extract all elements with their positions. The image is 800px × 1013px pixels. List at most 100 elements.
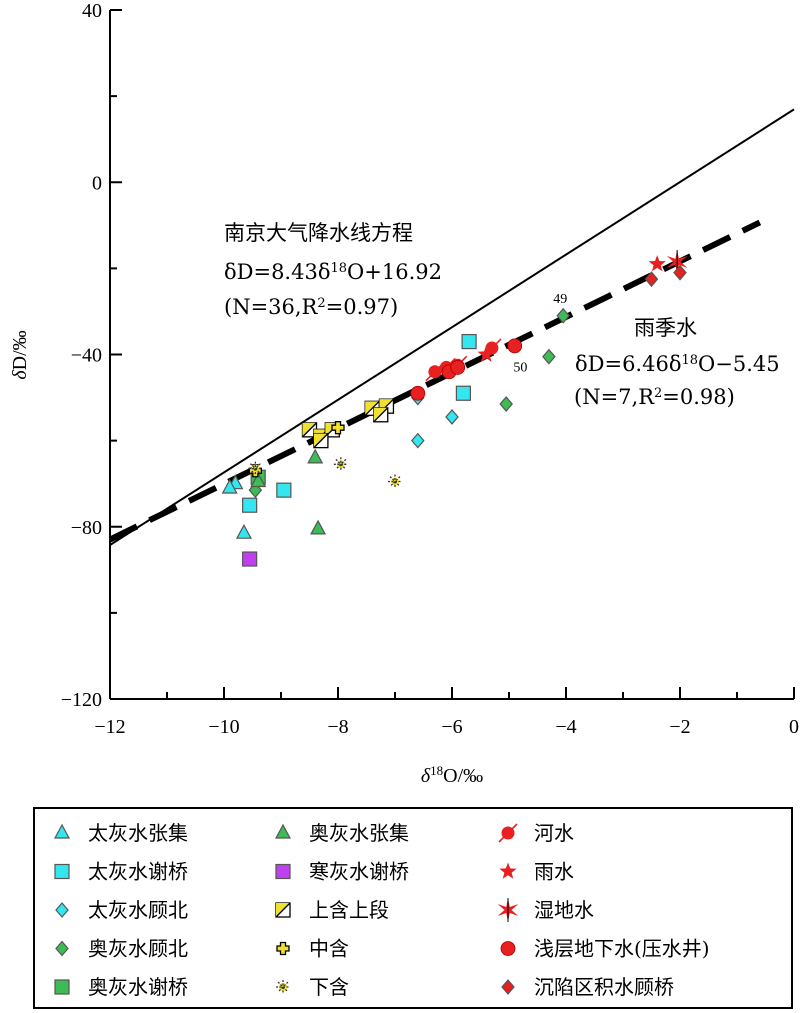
rain-stats: (N=7,R2=0.98) bbox=[574, 385, 735, 409]
y-tick-label: −80 bbox=[71, 517, 102, 539]
meteoric-water-line bbox=[109, 108, 795, 546]
data-point-triangle bbox=[307, 448, 324, 464]
legend-label: 寒灰水谢桥 bbox=[309, 860, 409, 884]
legend-marker-star bbox=[499, 862, 517, 879]
plot-area: −12 −10 −8 −6 −4 −2 0 −120 −80 −40 0 40 49 50 bbox=[61, 0, 799, 738]
legend-item: 下含 bbox=[276, 975, 349, 999]
legend-label: 浅层地下水(压水井) bbox=[534, 937, 710, 961]
y-tick-label: 0 bbox=[92, 172, 102, 194]
data-point-asterisk bbox=[388, 474, 402, 489]
gmwl-title: 南京大气降水线方程 bbox=[224, 221, 413, 245]
legend-marker-diamond bbox=[55, 940, 69, 957]
legend-item: 太灰水顾北 bbox=[55, 898, 188, 922]
data-point-diamond bbox=[556, 307, 570, 324]
legend-item: 中含 bbox=[276, 937, 349, 961]
legend-item: 太灰水谢桥 bbox=[54, 860, 188, 884]
x-tick-label: −2 bbox=[669, 716, 690, 738]
legend-marker-triangle bbox=[274, 823, 292, 839]
y-tick-label: −120 bbox=[61, 689, 102, 711]
legend-item: 寒灰水谢桥 bbox=[275, 860, 409, 884]
legend-item: 上含上段 bbox=[275, 898, 389, 922]
x-tick-label: 0 bbox=[789, 716, 799, 738]
data-point-triangle bbox=[250, 472, 267, 488]
data-point-star bbox=[477, 345, 495, 362]
legend-label: 湿地水 bbox=[534, 898, 594, 922]
x-tick-label: −12 bbox=[94, 716, 125, 738]
y-tick-label: −40 bbox=[71, 345, 102, 367]
legend-marker-square bbox=[275, 863, 291, 880]
legend-label: 中含 bbox=[309, 937, 349, 961]
gmwl-stats: (N=36,R2=0.97) bbox=[224, 295, 398, 319]
x-tick-label: −4 bbox=[555, 716, 576, 738]
rain-water-line bbox=[108, 219, 762, 543]
legend-item: 河水 bbox=[498, 821, 574, 845]
legend-marker-cross bbox=[276, 941, 290, 956]
x-tick-label: −6 bbox=[441, 716, 462, 738]
data-point-square bbox=[461, 333, 477, 350]
legend-marker-square bbox=[54, 863, 70, 880]
gmwl-equation: δD=8.43δ18O+16.92 bbox=[224, 260, 442, 284]
data-point-asterisk bbox=[333, 457, 348, 472]
data-point-triangle bbox=[221, 478, 238, 494]
legend-item: 奥灰水张集 bbox=[274, 821, 409, 845]
data-point-halfsquare bbox=[301, 422, 318, 438]
rain-title: 雨季水 bbox=[634, 316, 697, 340]
legend-item: 浅层地下水(压水井) bbox=[500, 937, 710, 961]
legend-marker-asterisk bbox=[276, 980, 290, 994]
legend-marker-triangle bbox=[53, 823, 71, 839]
legend-box bbox=[33, 807, 793, 1009]
data-point-diamond bbox=[499, 396, 513, 412]
legend-label: 奥灰水顾北 bbox=[88, 937, 188, 961]
data-point-square bbox=[455, 385, 471, 401]
data-point-asterisk bbox=[248, 461, 263, 476]
data-point-diamond bbox=[644, 271, 659, 288]
legend-label: 沉陷区积水顾桥 bbox=[534, 975, 674, 999]
point-label: 49 bbox=[553, 292, 567, 307]
legend-marker-halfsquare bbox=[275, 902, 291, 918]
legend-marker-diamond bbox=[55, 902, 69, 918]
data-point-square bbox=[242, 497, 258, 513]
legend-label: 奥灰水张集 bbox=[309, 821, 409, 845]
data-point-star bbox=[648, 255, 666, 272]
legend-label: 太灰水张集 bbox=[88, 821, 188, 845]
legend-label: 下含 bbox=[309, 975, 349, 999]
data-point-square bbox=[242, 551, 258, 567]
legend-item: 沉陷区积水顾桥 bbox=[501, 975, 674, 999]
data-point-triangle bbox=[310, 519, 327, 535]
legend-item: 雨水 bbox=[499, 860, 574, 884]
legend-item: 奥灰水顾北 bbox=[55, 937, 188, 961]
legend-label: 河水 bbox=[534, 821, 574, 845]
legend-marker-burst bbox=[497, 898, 519, 922]
legend-label: 太灰水谢桥 bbox=[88, 860, 188, 884]
legend-label: 太灰水顾北 bbox=[88, 898, 188, 922]
legend-marker-circle bbox=[500, 941, 516, 956]
point-label: 50 bbox=[513, 361, 527, 376]
legend-item: 太灰水张集 bbox=[53, 821, 188, 845]
data-point-diamond bbox=[411, 432, 425, 449]
x-tick-label: −8 bbox=[327, 716, 348, 738]
data-point-diamond bbox=[542, 348, 556, 365]
legend-label: 雨水 bbox=[534, 860, 574, 884]
data-point-diamond bbox=[673, 264, 687, 281]
legend-label: 上含上段 bbox=[309, 898, 389, 922]
legend-marker-circle-arrow bbox=[498, 823, 518, 843]
y-axis-title: δD/‰ bbox=[9, 330, 31, 379]
legend-item: 奥灰水谢桥 bbox=[54, 975, 188, 999]
data-point-triangle bbox=[235, 523, 252, 539]
data-point-circle bbox=[410, 385, 426, 401]
x-axis-title: δ18O/‰ bbox=[421, 763, 483, 788]
legend-label: 奥灰水谢桥 bbox=[88, 975, 188, 999]
rain-equation: δD=6.46δ18O−5.45 bbox=[575, 352, 780, 376]
legend-marker-square bbox=[54, 979, 70, 995]
data-point-cross bbox=[331, 421, 345, 435]
x-tick-label: −10 bbox=[208, 716, 239, 738]
y-tick-label: 40 bbox=[82, 0, 102, 22]
data-point-halfsquare bbox=[313, 432, 329, 449]
data-point-circle bbox=[507, 338, 523, 354]
data-point-halfsquare bbox=[373, 407, 389, 423]
data-point-circle bbox=[450, 360, 466, 375]
data-point-diamond bbox=[445, 409, 459, 425]
legend-marker-diamond bbox=[501, 979, 515, 995]
